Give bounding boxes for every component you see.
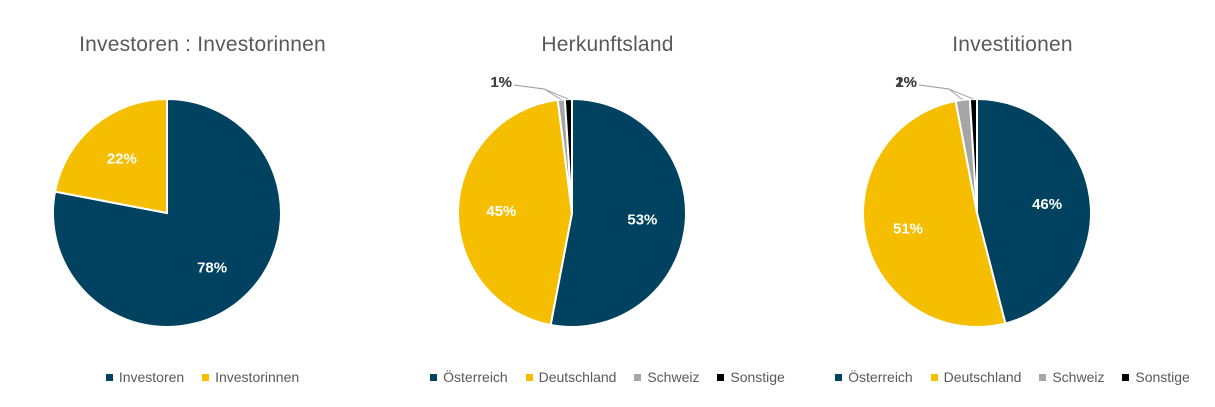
legend-swatch <box>202 373 210 381</box>
chart-title: Herkunftsland <box>541 33 674 56</box>
pie-slice-deutschland <box>457 98 574 327</box>
chart-investitionen: Investitionen 46% 51% 2% 1% Österreich Deut… <box>810 0 1215 407</box>
legend-label: Österreich <box>443 369 508 385</box>
data-label-oesterreich: 46% <box>1032 196 1062 213</box>
legend-swatch <box>1122 373 1130 381</box>
data-label-schweiz: 1% <box>490 74 512 91</box>
legend-item-sonstige: Sonstige <box>1122 369 1190 385</box>
leader-line <box>918 84 974 100</box>
legend-item-oesterreich: Österreich <box>430 369 508 385</box>
legend-label: Schweiz <box>1052 369 1105 385</box>
legend-swatch <box>105 373 113 381</box>
pie-slice-oesterreich <box>549 97 687 328</box>
chart-title: Investitionen <box>952 33 1073 56</box>
pie-chart: 46% 51% 2%1% <box>862 74 1092 328</box>
leader-line <box>513 84 562 100</box>
data-label-investorinnen: 22% <box>107 151 137 168</box>
legend-item-deutschland: Deutschland <box>525 369 617 385</box>
chart-title: Investoren : Investorinnen <box>79 33 326 56</box>
pie-slice-oesterreich <box>976 97 1092 325</box>
data-label-deutschland: 51% <box>893 220 923 237</box>
legend-item-oesterreich: Österreich <box>835 369 913 385</box>
legend-swatch <box>430 373 438 381</box>
data-label-sonstige: 1% <box>895 74 917 91</box>
data-label-deutschland: 45% <box>486 203 516 220</box>
legend-label: Deutschland <box>943 369 1022 385</box>
legend-swatch <box>525 373 533 381</box>
legend-swatch <box>930 373 938 381</box>
legend-swatch <box>835 373 843 381</box>
leader-line <box>513 84 569 100</box>
legend-label: Deutschland <box>538 369 617 385</box>
legend: Investoren Investorinnen <box>0 369 405 385</box>
legend-swatch <box>717 373 725 381</box>
legend-item-schweiz: Schweiz <box>634 369 699 385</box>
legend-item-investoren: Investoren <box>105 369 185 385</box>
data-label-schweiz: 2% <box>895 74 917 91</box>
legend-label: Österreich <box>848 369 913 385</box>
data-label-sonstige: 1% <box>490 74 512 91</box>
legend-item-schweiz: Schweiz <box>1039 369 1104 385</box>
pie-chart: 78% 22% <box>52 97 282 328</box>
legend-item-deutschland: Deutschland <box>930 369 1022 385</box>
pie-slice-deutschland <box>862 99 1007 328</box>
legend-label: Schweiz <box>647 369 700 385</box>
data-label-investoren: 78% <box>197 260 227 277</box>
data-label-oesterreich: 53% <box>627 212 657 229</box>
legend-label: Investoren <box>118 369 185 385</box>
legend-item-sonstige: Sonstige <box>717 369 785 385</box>
legend-swatch <box>1039 373 1047 381</box>
legend-label: Sonstige <box>1135 369 1190 385</box>
legend-item-investorinnen: Investorinnen <box>202 369 299 385</box>
legend: Österreich Deutschland Schweiz Sonstige <box>405 369 810 385</box>
legend-label: Investorinnen <box>215 369 300 385</box>
legend-swatch <box>634 373 642 381</box>
legend: Österreich Deutschland Schweiz Sonstige <box>810 369 1215 385</box>
pie-chart: 53%45%1%1% <box>457 74 687 328</box>
legend-label: Sonstige <box>730 369 785 385</box>
pie-slice-investorinnen <box>53 97 168 215</box>
chart-herkunftsland: Herkunftsland 53% 45% 1% 1% Österreich Deut… <box>405 0 810 407</box>
chart-investoren-investorinnen: Investoren : Investorinnen 78% 22% Invest… <box>0 0 405 407</box>
